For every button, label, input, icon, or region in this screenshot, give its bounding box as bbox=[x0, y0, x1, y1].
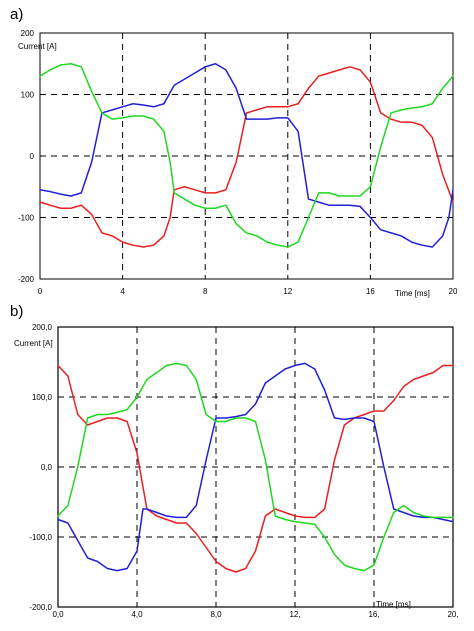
x-tick-label: 0 bbox=[38, 287, 43, 296]
x-tick-label: 20, bbox=[447, 610, 458, 619]
y-tick-label: -200,0 bbox=[29, 603, 52, 612]
y-tick-label: 100,0 bbox=[32, 393, 53, 402]
series-line-green bbox=[57, 362, 454, 572]
x-tick-label: 8,0 bbox=[210, 610, 222, 619]
x-tick-label: 20 bbox=[449, 287, 458, 296]
y-tick-label: 200,0 bbox=[32, 323, 53, 332]
x-tick-label: 16 bbox=[366, 287, 375, 296]
series-line-blue bbox=[57, 362, 454, 572]
series-line-green bbox=[39, 63, 454, 248]
y-tick-label: 200 bbox=[21, 29, 35, 38]
x-tick-label: 8 bbox=[203, 287, 208, 296]
y-tick-label: -200 bbox=[18, 275, 35, 284]
x-tick-label: 12, bbox=[289, 610, 300, 619]
x-axis-label: Time [ms] bbox=[376, 600, 411, 609]
panel-label: a) bbox=[10, 6, 23, 23]
y-tick-label: -100 bbox=[18, 214, 35, 223]
y-tick-label: 0,0 bbox=[41, 463, 53, 472]
x-tick-label: 4,0 bbox=[131, 610, 143, 619]
y-tick-label: 100 bbox=[21, 91, 35, 100]
chart-panel-a: a) 0 4 8 12 16 20 200 100 0 -100 -200 Current [A] Tim… bbox=[10, 6, 458, 298]
y-axis-label: Current [A] bbox=[18, 42, 57, 51]
x-tick-label: 4 bbox=[120, 287, 125, 296]
x-tick-label: 0,0 bbox=[52, 610, 64, 619]
x-axis-label: Time [ms] bbox=[395, 289, 430, 298]
y-axis-label: Current [A] bbox=[14, 339, 53, 348]
series-line-red bbox=[39, 66, 454, 248]
plot-frame bbox=[57, 326, 454, 608]
y-tick-label: 0 bbox=[30, 152, 35, 161]
plot-frame bbox=[39, 32, 454, 280]
series-line-red bbox=[57, 364, 454, 573]
series-line-blue bbox=[39, 63, 454, 248]
panel-label: b) bbox=[10, 303, 23, 320]
x-tick-label: 16, bbox=[368, 610, 379, 619]
chart-panel-b: b) 0,0 4,0 8,0 12, 16, 20, 200,0 100,0 0,0 -100,0 -… bbox=[10, 303, 459, 619]
y-tick-label: -100,0 bbox=[29, 533, 52, 542]
x-tick-label: 12 bbox=[283, 287, 292, 296]
